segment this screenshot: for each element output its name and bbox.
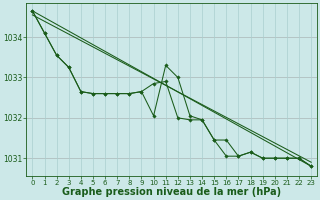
X-axis label: Graphe pression niveau de la mer (hPa): Graphe pression niveau de la mer (hPa) <box>62 187 281 197</box>
